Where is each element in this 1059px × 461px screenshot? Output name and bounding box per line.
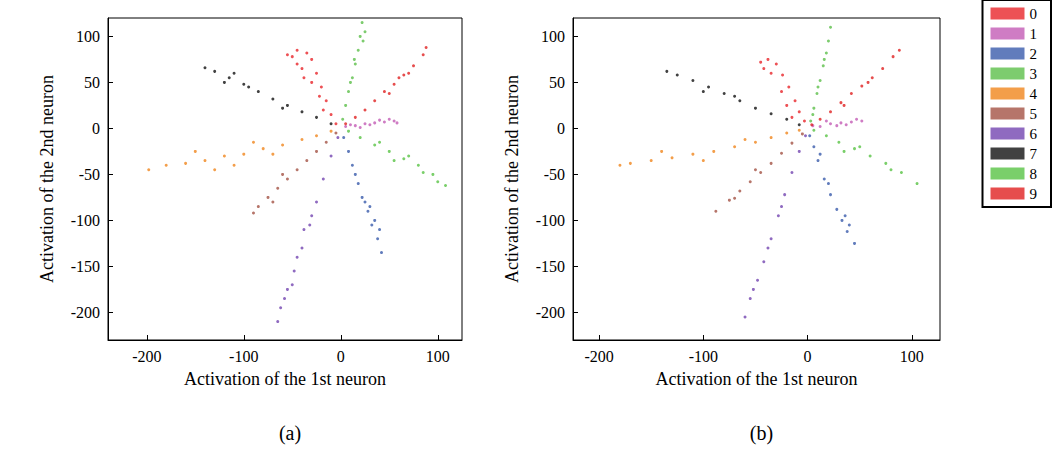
svg-text:1: 1 <box>1030 26 1038 42</box>
svg-text:-100: -100 <box>71 212 100 229</box>
svg-text:4: 4 <box>1030 86 1038 102</box>
svg-text:(a): (a) <box>279 422 301 445</box>
svg-text:7: 7 <box>1030 146 1038 162</box>
svg-text:-200: -200 <box>132 348 161 365</box>
svg-text:6: 6 <box>1030 126 1038 142</box>
svg-text:50: 50 <box>549 74 565 91</box>
svg-text:100: 100 <box>900 348 924 365</box>
svg-text:50: 50 <box>84 74 100 91</box>
svg-text:-200: -200 <box>536 304 565 321</box>
svg-text:0: 0 <box>1030 6 1038 22</box>
svg-text:-50: -50 <box>544 166 565 183</box>
svg-text:3: 3 <box>1030 66 1038 82</box>
svg-text:2: 2 <box>1030 46 1038 62</box>
svg-text:9: 9 <box>1030 186 1038 202</box>
svg-text:100: 100 <box>541 28 565 45</box>
svg-text:0: 0 <box>92 120 100 137</box>
svg-text:-50: -50 <box>79 166 100 183</box>
svg-text:-200: -200 <box>71 304 100 321</box>
svg-text:(b): (b) <box>750 422 773 445</box>
svg-text:0: 0 <box>557 120 565 137</box>
svg-text:-100: -100 <box>229 348 258 365</box>
svg-text:-100: -100 <box>536 212 565 229</box>
svg-text:-150: -150 <box>71 258 100 275</box>
svg-text:8: 8 <box>1030 166 1038 182</box>
svg-text:5: 5 <box>1030 106 1038 122</box>
svg-text:Activation of the 1st neuron: Activation of the 1st neuron <box>656 369 858 389</box>
svg-text:-200: -200 <box>584 348 613 365</box>
svg-text:Activation of the 2nd neuron: Activation of the 2nd neuron <box>502 75 522 283</box>
svg-text:-100: -100 <box>689 348 718 365</box>
svg-text:0: 0 <box>337 348 345 365</box>
svg-text:-150: -150 <box>536 258 565 275</box>
svg-text:100: 100 <box>426 348 450 365</box>
svg-text:0: 0 <box>804 348 812 365</box>
svg-text:Activation of the 1st neuron: Activation of the 1st neuron <box>184 369 386 389</box>
svg-text:100: 100 <box>76 28 100 45</box>
svg-text:Activation of the 2nd neuron: Activation of the 2nd neuron <box>37 75 57 283</box>
